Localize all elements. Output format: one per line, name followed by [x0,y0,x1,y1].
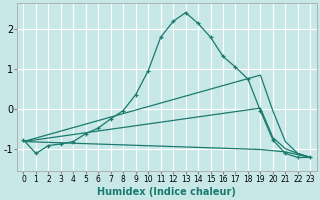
X-axis label: Humidex (Indice chaleur): Humidex (Indice chaleur) [98,187,236,197]
